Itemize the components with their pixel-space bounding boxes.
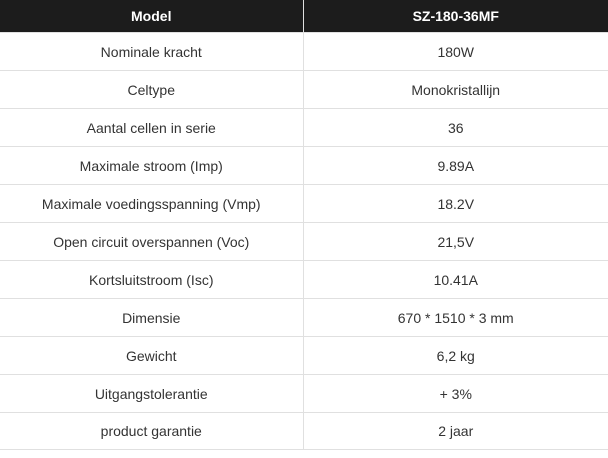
table-row: Nominale kracht 180W <box>0 32 608 71</box>
row-label: Nominale kracht <box>0 32 304 71</box>
table-row: Open circuit overspannen (Voc) 21,5V <box>0 222 608 261</box>
row-value: 2 jaar <box>303 412 608 450</box>
row-label: Dimensie <box>0 298 304 337</box>
row-label: Kortsluitstroom (Isc) <box>0 260 304 299</box>
row-value: + 3% <box>303 374 608 413</box>
table-row: Maximale voedingsspanning (Vmp) 18.2V <box>0 184 608 223</box>
table-row: Dimensie 670 * 1510 * 3 mm <box>0 298 608 337</box>
row-label: Uitgangstolerantie <box>0 374 304 413</box>
header-model-label: Model <box>0 0 304 33</box>
row-value: 9.89A <box>303 146 608 185</box>
row-value: Monokristallijn <box>303 70 608 109</box>
row-value: 36 <box>303 108 608 147</box>
header-model-value: SZ-180-36MF <box>303 0 608 33</box>
row-label: Celtype <box>0 70 304 109</box>
row-label: product garantie <box>0 412 304 450</box>
table-row: Uitgangstolerantie + 3% <box>0 374 608 413</box>
row-label: Aantal cellen in serie <box>0 108 304 147</box>
table-header-row: Model SZ-180-36MF <box>0 0 608 33</box>
table-row: Gewicht 6,2 kg <box>0 336 608 375</box>
table-row: Maximale stroom (Imp) 9.89A <box>0 146 608 185</box>
row-value: 21,5V <box>303 222 608 261</box>
row-label: Maximale stroom (Imp) <box>0 146 304 185</box>
row-value: 18.2V <box>303 184 608 223</box>
row-label: Gewicht <box>0 336 304 375</box>
row-value: 10.41A <box>303 260 608 299</box>
table-row: product garantie 2 jaar <box>0 412 608 450</box>
table-row: Aantal cellen in serie 36 <box>0 108 608 147</box>
table-row: Celtype Monokristallijn <box>0 70 608 109</box>
row-label: Open circuit overspannen (Voc) <box>0 222 304 261</box>
row-value: 180W <box>303 32 608 71</box>
row-label: Maximale voedingsspanning (Vmp) <box>0 184 304 223</box>
row-value: 670 * 1510 * 3 mm <box>303 298 608 337</box>
row-value: 6,2 kg <box>303 336 608 375</box>
table-row: Kortsluitstroom (Isc) 10.41A <box>0 260 608 299</box>
